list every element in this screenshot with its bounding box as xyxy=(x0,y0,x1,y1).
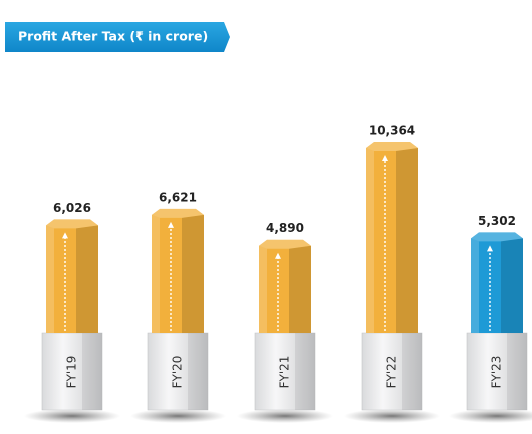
x-tick-label: FY'19 xyxy=(65,356,79,389)
chart-title: Profit After Tax (₹ in crore) xyxy=(18,29,208,44)
x-tick-label: FY'22 xyxy=(385,356,399,389)
value-label: 5,302 xyxy=(478,214,516,228)
bar-right-face xyxy=(501,238,523,333)
shadow xyxy=(449,409,532,423)
bar-right-face xyxy=(396,148,418,333)
value-label: 6,621 xyxy=(159,190,197,204)
value-label: 6,026 xyxy=(53,201,91,215)
base-side xyxy=(82,333,102,410)
value-label: 4,890 xyxy=(266,221,304,235)
bar-left-face xyxy=(366,148,374,333)
x-tick-label: FY'20 xyxy=(171,356,185,389)
shadow xyxy=(130,409,226,423)
base-side xyxy=(507,333,527,410)
bar-right-face xyxy=(182,215,204,333)
bar-right-face xyxy=(76,225,98,333)
bar-left-face xyxy=(471,238,479,333)
bar-left-face xyxy=(152,215,160,333)
base-side xyxy=(295,333,315,410)
shadow xyxy=(344,409,440,423)
bar-left-face xyxy=(259,246,267,333)
chart: Profit After Tax (₹ in crore) 6,026 FY'19… xyxy=(0,0,532,434)
value-label: 10,364 xyxy=(369,124,415,138)
shadow xyxy=(237,409,333,423)
shadow xyxy=(24,409,120,423)
x-tick-label: FY'23 xyxy=(490,356,504,389)
bar-left-face xyxy=(46,225,54,333)
base-side xyxy=(188,333,208,410)
x-tick-label: FY'21 xyxy=(278,356,292,389)
bar-right-face xyxy=(289,246,311,333)
base-side xyxy=(402,333,422,410)
